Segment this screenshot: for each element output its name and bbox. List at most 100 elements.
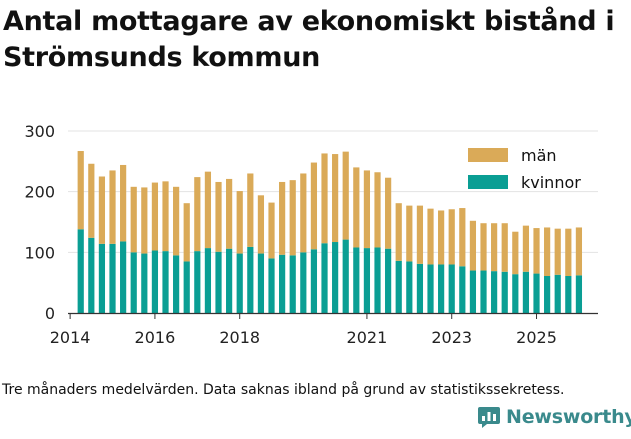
- x-axis: [68, 312, 598, 319]
- bar-kvinnor: [310, 249, 318, 313]
- bar-man: [544, 227, 551, 276]
- bar-kvinnor: [194, 251, 201, 313]
- bar-man: [162, 181, 169, 252]
- bar-man: [491, 223, 498, 272]
- bar-man: [406, 205, 413, 262]
- bar-kvinnor: [544, 275, 551, 313]
- bar-man: [342, 151, 349, 240]
- bar-kvinnor: [385, 248, 392, 313]
- bar-kvinnor: [77, 229, 84, 313]
- bar-kvinnor: [183, 261, 190, 313]
- y-axis-tick-labels: 0 100 200 300: [24, 122, 55, 323]
- bar-kvinnor: [88, 237, 95, 313]
- bar-kvinnor: [575, 275, 583, 313]
- bar-kvinnor: [109, 243, 116, 313]
- bar-man: [469, 220, 477, 271]
- bar-man: [554, 228, 561, 275]
- bar-kvinnor: [565, 275, 572, 313]
- y-tick-label: 200: [24, 183, 55, 202]
- bar-kvinnor: [491, 271, 498, 313]
- bar-man: [363, 170, 371, 249]
- bar-man: [533, 228, 540, 274]
- bars: [77, 151, 583, 313]
- bar-man: [98, 176, 106, 244]
- bar-chart: 0 100 200 300 2014 2016 2018 2021 2023 2025 män k…: [24, 122, 598, 347]
- bar-man: [130, 186, 137, 253]
- bar-kvinnor: [353, 247, 360, 313]
- bar-man: [448, 209, 455, 265]
- bar-kvinnor: [512, 274, 519, 313]
- bar-kvinnor: [141, 253, 148, 313]
- bar-kvinnor: [533, 273, 540, 313]
- brand-name: Newsworthy: [506, 406, 631, 428]
- bar-man: [480, 223, 487, 271]
- bar-man: [109, 170, 116, 244]
- bar-man: [194, 177, 201, 252]
- bar-kvinnor: [236, 253, 243, 313]
- bar-kvinnor: [162, 251, 169, 313]
- bar-kvinnor: [469, 270, 477, 313]
- bar-kvinnor: [226, 248, 233, 313]
- bar-man: [385, 177, 392, 249]
- x-tick-label: 2016: [135, 328, 176, 347]
- bar-man: [332, 154, 339, 243]
- brand-logo: Newsworthy: [477, 405, 631, 429]
- bar-kvinnor: [289, 255, 296, 313]
- bar-man: [416, 205, 424, 264]
- legend: män kvinnor: [468, 146, 581, 192]
- bar-man: [438, 210, 445, 265]
- legend-swatch-kvinnor: [468, 175, 508, 189]
- bar-kvinnor: [342, 239, 349, 313]
- chart-caption: Tre månaders medelvärden. Data saknas ib…: [2, 382, 565, 398]
- bar-kvinnor: [427, 264, 434, 313]
- bar-kvinnor: [332, 242, 339, 313]
- y-tick-label: 100: [24, 243, 55, 262]
- bar-man: [501, 223, 508, 272]
- bar-man: [575, 227, 583, 276]
- bar-man: [300, 173, 307, 253]
- x-tick-label: 2021: [347, 328, 388, 347]
- bar-kvinnor: [215, 251, 222, 313]
- bar-man: [226, 178, 233, 249]
- bar-kvinnor: [257, 253, 265, 313]
- bar-kvinnor: [416, 263, 424, 313]
- y-tick-label: 300: [24, 122, 55, 141]
- chart-title: Antal mottagare av ekonomiskt bistånd i …: [3, 6, 615, 73]
- bar-man: [321, 153, 328, 244]
- bar-kvinnor: [363, 248, 371, 313]
- bar-kvinnor: [522, 271, 530, 313]
- bar-kvinnor: [448, 264, 455, 313]
- bar-kvinnor: [374, 247, 381, 313]
- legend-label: män: [521, 146, 557, 165]
- bar-man: [353, 167, 360, 248]
- bar-kvinnor: [204, 248, 212, 313]
- bar-man: [395, 203, 402, 261]
- bar-kvinnor: [130, 252, 137, 313]
- bar-kvinnor: [173, 255, 180, 313]
- bar-man: [247, 173, 254, 247]
- bar-man: [289, 180, 296, 256]
- bar-kvinnor: [151, 250, 159, 313]
- bar-man: [215, 181, 222, 252]
- bar-kvinnor: [98, 243, 106, 313]
- bar-man: [268, 202, 275, 259]
- bar-man: [257, 195, 265, 254]
- bar-man: [427, 208, 434, 265]
- bar-man: [279, 181, 286, 255]
- x-tick-label: 2014: [50, 328, 91, 347]
- legend-label: kvinnor: [521, 173, 581, 192]
- bar-man: [459, 208, 466, 267]
- bar-man: [522, 225, 530, 272]
- bar-man: [120, 164, 127, 242]
- bar-kvinnor: [438, 264, 445, 313]
- bar-man: [141, 187, 148, 254]
- bar-man: [204, 171, 212, 249]
- legend-swatch-man: [468, 148, 508, 162]
- bar-man: [173, 186, 180, 256]
- bar-kvinnor: [459, 266, 466, 313]
- x-axis-tick-labels: 2014 2016 2018 2021 2023 2025: [50, 328, 557, 347]
- bar-man: [183, 203, 190, 262]
- bar-man: [77, 151, 84, 230]
- newsworthy-logo-icon: [478, 407, 500, 428]
- bar-man: [512, 231, 519, 275]
